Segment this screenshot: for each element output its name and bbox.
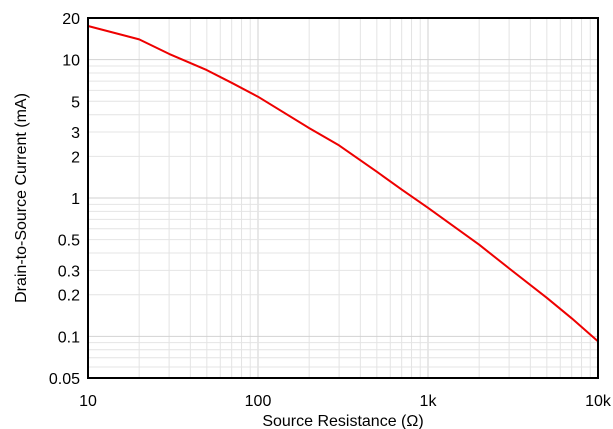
y-tick-label: 0.2 xyxy=(58,288,80,305)
y-tick-label: 5 xyxy=(71,94,80,111)
plot-frame xyxy=(87,17,599,379)
x-tick-label: 10 xyxy=(79,393,97,410)
y-tick-labels: 20 10 5 3 2 1 0.5 0.3 0.2 0.1 0.05 xyxy=(49,11,80,388)
y-tick-label: 0.05 xyxy=(49,371,80,388)
y-tick-label: 0.3 xyxy=(58,263,80,280)
y-tick-label: 0.5 xyxy=(58,233,80,250)
x-tick-labels: 10 100 1k 10k xyxy=(79,393,612,410)
x-tick-label: 10k xyxy=(585,393,612,410)
y-tick-label: 20 xyxy=(62,11,80,28)
grid xyxy=(88,18,598,378)
x-axis-title: Source Resistance (Ω) xyxy=(262,413,423,429)
y-tick-label: 10 xyxy=(62,53,80,70)
series-layer xyxy=(87,25,599,343)
y-tick-label: 2 xyxy=(71,149,80,166)
y-tick-label: 3 xyxy=(71,125,80,142)
y-tick-label: 1 xyxy=(71,191,80,208)
y-tick-label: 0.1 xyxy=(58,329,80,346)
y-axis-title: Drain-to-Source Current (mA) xyxy=(13,93,30,303)
x-tick-label: 100 xyxy=(245,393,272,410)
x-tick-label: 1k xyxy=(420,393,438,410)
series-line xyxy=(87,25,599,343)
